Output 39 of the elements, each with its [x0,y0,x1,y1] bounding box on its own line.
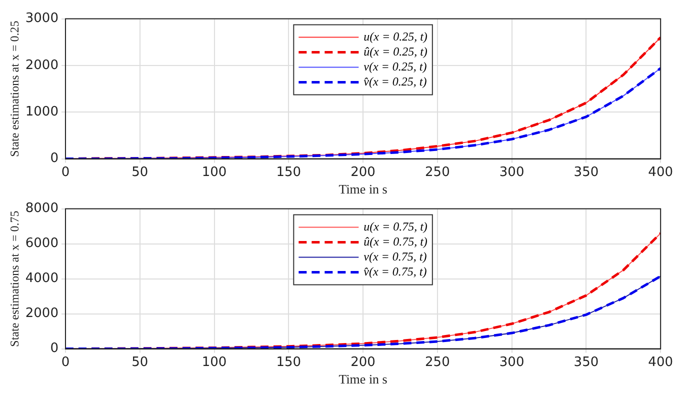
y-tick-label: 0 [50,151,58,166]
legend-label: v(x = 0.75, t) [364,249,427,264]
x-axis-title: Time in s [338,372,388,387]
x-tick-label: 100 [202,164,227,180]
x-tick-label: 300 [499,354,524,370]
x-tick-label: 250 [425,164,450,180]
x-tick-label: 350 [574,164,599,180]
y-tick-label: 8000 [25,201,58,216]
x-tick-label: 400 [648,354,674,370]
x-tick-label: 50 [132,354,148,370]
legend-label: û(x = 0.75, t) [364,234,428,248]
y-tick-label: 6000 [25,236,58,252]
x-tick-label: 400 [648,164,674,180]
x-tick-label: 0 [61,354,70,370]
x-axis-title: Time in s [338,182,388,197]
x-tick-label: 250 [425,354,450,370]
x-tick-label: 350 [574,354,599,370]
y-axis-title: State estimations at x = 0.75 [7,210,22,347]
legend-label: v(x = 0.25, t) [364,59,427,74]
x-tick-label: 150 [276,354,302,370]
x-tick-label: 150 [276,164,302,180]
legend-label: v̂(x = 0.75, t) [364,264,427,278]
legend-label: û(x = 0.25, t) [364,44,428,58]
x-tick-label: 0 [61,164,70,180]
x-tick-label: 200 [350,354,376,370]
x-tick-label: 50 [132,164,148,180]
x-tick-label: 200 [350,164,376,180]
legend-label: u(x = 0.75, t) [364,219,428,234]
x-tick-label: 300 [499,164,524,180]
x-tick-label: 100 [202,354,227,370]
legend-label: v̂(x = 0.25, t) [364,74,427,88]
legend-label: u(x = 0.25, t) [364,29,428,44]
y-tick-label: 3000 [25,11,58,26]
y-tick-label: 0 [50,341,58,356]
y-tick-label: 4000 [25,271,58,286]
y-tick-label: 2000 [25,58,58,73]
y-axis-title: State estimations at x = 0.25 [7,20,22,157]
y-tick-label: 2000 [25,306,58,322]
y-tick-label: 1000 [25,104,58,120]
